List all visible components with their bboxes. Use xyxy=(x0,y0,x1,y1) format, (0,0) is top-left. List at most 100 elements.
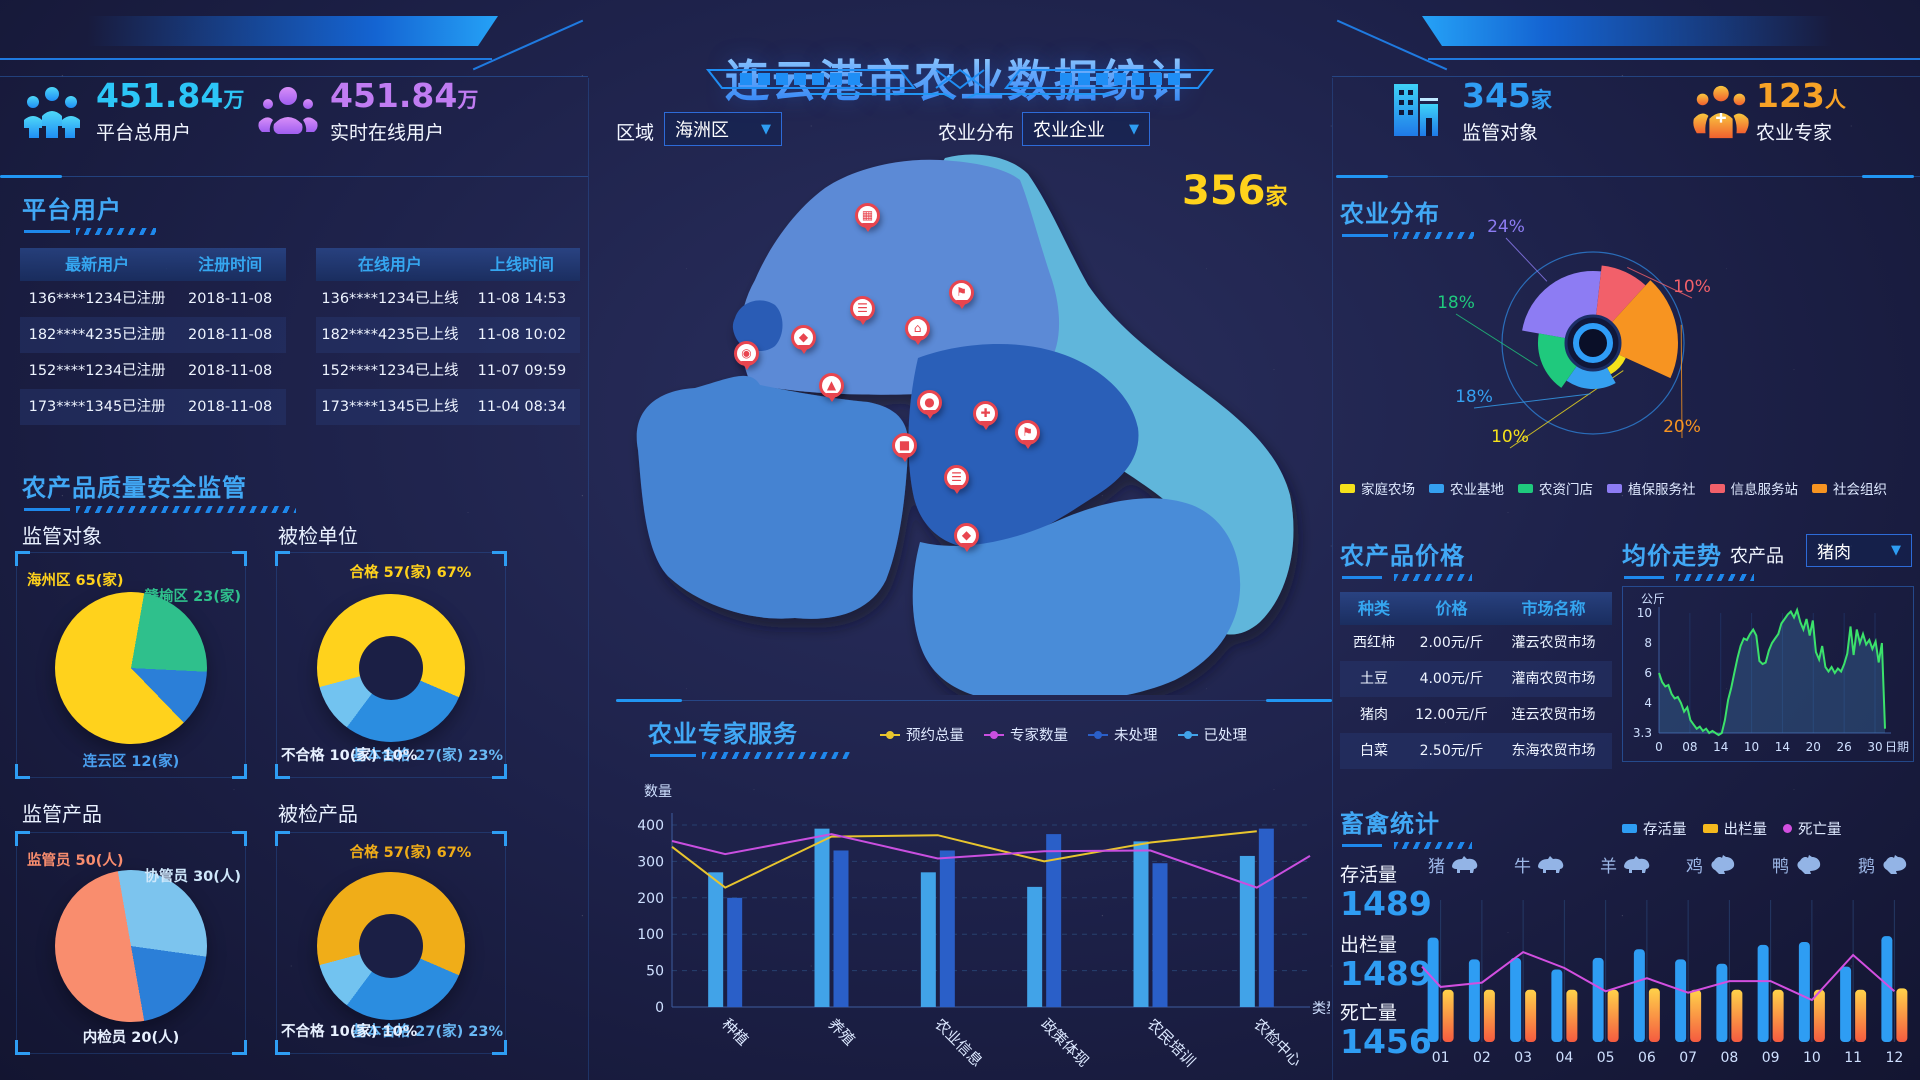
bar-已处理 xyxy=(708,872,724,1007)
svg-text:3.3: 3.3 xyxy=(1633,726,1652,740)
pie-inspected-products[interactable] xyxy=(317,871,465,1020)
animal-label: 鸭 xyxy=(1772,857,1789,877)
region-label: 区域 xyxy=(616,122,655,144)
map-marker-grid[interactable]: ▦ xyxy=(855,203,880,228)
svg-text:10: 10 xyxy=(1744,740,1759,754)
legend-dot xyxy=(990,730,998,739)
divider-cap xyxy=(0,175,62,178)
animal-牛: 牛 xyxy=(1514,852,1566,877)
legend-item-未处理[interactable]: 未处理 xyxy=(1088,724,1158,745)
svg-text:20%: 20% xyxy=(1663,417,1701,437)
legend-label: 死亡量 xyxy=(1798,822,1842,838)
distribution-select[interactable]: 农业企业 ▼ xyxy=(1022,112,1150,146)
animal-icon-鸭 xyxy=(1797,855,1821,874)
animal-label: 牛 xyxy=(1514,857,1531,877)
expert-service-title: 农业专家服务 xyxy=(648,720,798,748)
map-marker-block[interactable]: ■ xyxy=(892,433,917,458)
pie-label-监管员: 监管员 50(人) xyxy=(27,853,124,869)
title-decoration xyxy=(24,228,194,235)
svg-text:数量: 数量 xyxy=(644,784,672,800)
title-decoration xyxy=(650,752,880,759)
price-table-row: 土豆 4.00元/斤 灌南农贸市场 xyxy=(1340,661,1612,697)
pie-label-海州区: 海州区 65(家) xyxy=(27,573,124,589)
register-table-header-cell: 最新用户 xyxy=(65,255,130,274)
online-users-icon xyxy=(258,87,318,134)
livestock-chart: 01 02 03 04 05 06 07 08 09 10 11 12 xyxy=(1421,900,1908,1066)
price-table-row: 白菜 2.50元/斤 东海农贸市场 xyxy=(1340,733,1612,769)
online-table-cell: 152****1234已上线 xyxy=(321,363,459,379)
header-right-wing xyxy=(1422,16,1832,46)
online-table-cell: 11-08 14:53 xyxy=(477,291,567,307)
pie-label-合格: 合格 57(家) 67% xyxy=(349,565,472,581)
legend-item-社会组织[interactable]: 社会组织 xyxy=(1812,478,1887,498)
svg-text:14: 14 xyxy=(1713,740,1728,754)
legend-item-存活量[interactable]: 存活量 xyxy=(1622,818,1687,839)
livestock-title: 畜禽统计 xyxy=(1340,810,1440,838)
map-marker-diamond[interactable]: ◆ xyxy=(791,325,816,350)
legend-label: 专家数量 xyxy=(1010,728,1068,744)
price-table-row: 猪肉 12.00元/斤 连云农贸市场 xyxy=(1340,697,1612,733)
product-select[interactable]: 猪肉 ▼ xyxy=(1806,534,1912,567)
svg-text:09: 09 xyxy=(1762,1050,1780,1066)
map-marker-cross[interactable]: ✚ xyxy=(973,401,998,426)
experts-count-stat: 123人 xyxy=(1756,76,1846,115)
legend-marker xyxy=(880,730,900,739)
legend-item-信息服务站[interactable]: 信息服务站 xyxy=(1709,478,1798,498)
map-marker-house[interactable]: ⌂ xyxy=(905,316,930,341)
svg-text:06: 06 xyxy=(1638,1050,1656,1066)
map-marker-dot[interactable]: ● xyxy=(917,390,942,415)
register-table-cell: 2018-11-08 xyxy=(187,291,273,307)
legend-label: 已处理 xyxy=(1203,728,1248,744)
pie-inspected-units[interactable] xyxy=(317,593,465,742)
legend-item-出栏量[interactable]: 出栏量 xyxy=(1702,818,1767,839)
legend-item-植保服务社[interactable]: 植保服务社 xyxy=(1607,478,1696,498)
legend-label: 存活量 xyxy=(1643,822,1687,838)
register-table-cell: 2018-11-08 xyxy=(187,363,273,379)
register-table-header: 最新用户 注册时间 xyxy=(20,248,286,281)
supervised-count-label: 监管对象 xyxy=(1462,122,1539,144)
map-marker-flag[interactable]: ⚑ xyxy=(1015,420,1040,445)
legend-item-死亡量[interactable]: 死亡量 xyxy=(1783,818,1842,839)
online-users-label: 实时在线用户 xyxy=(330,122,445,144)
pie-supervise-product[interactable] xyxy=(55,870,207,1023)
legend-dot xyxy=(1183,730,1192,739)
online-table-header-cell: 在线用户 xyxy=(357,255,422,274)
legend-item-家庭农场[interactable]: 家庭农场 xyxy=(1340,478,1415,498)
divider-cap xyxy=(1862,175,1914,178)
region-select[interactable]: 海洲区 ▼ xyxy=(664,112,782,146)
divider-cap xyxy=(616,699,682,702)
rose-slice-社会组织[interactable] xyxy=(1593,280,1678,379)
title-decoration xyxy=(1342,574,1472,581)
animal-label: 羊 xyxy=(1600,857,1617,877)
legend-item-农资门店[interactable]: 农资门店 xyxy=(1518,478,1593,498)
corner-bracket xyxy=(15,831,30,846)
pie-supervise-target[interactable] xyxy=(55,592,207,745)
map-marker-flag[interactable]: ⚑ xyxy=(949,280,974,305)
svg-text:10%: 10% xyxy=(1673,277,1711,297)
legend-item-农业基地[interactable]: 农业基地 xyxy=(1429,478,1504,498)
legend-item-已处理[interactable]: 已处理 xyxy=(1177,724,1248,745)
legend-item-预约总量[interactable]: 预约总量 xyxy=(880,724,964,745)
trend-chart-box: 3.3 4 6 8 10 公斤 0 08 14 10 14 20 26 30 日期 xyxy=(1622,586,1914,762)
bar-已处理 xyxy=(1239,855,1255,1007)
svg-text:农业信息: 农业信息 xyxy=(931,1015,986,1070)
map-marker-target[interactable]: ◉ xyxy=(734,341,759,366)
legend-swatch xyxy=(1518,483,1533,493)
donut-hole xyxy=(359,635,423,700)
online-table-row: 173****1345已上线 11-04 08:34 xyxy=(316,389,580,425)
supervision-title: 农产品质量安全监管 xyxy=(22,474,247,502)
map-marker-diamond[interactable]: ◆ xyxy=(954,523,979,548)
price-table-cell: 灌南农贸市场 xyxy=(1511,671,1596,687)
pie-label-合格: 合格 57(家) 67% xyxy=(349,845,472,861)
legend-swatch xyxy=(1783,824,1792,833)
map-marker-peak[interactable]: ▲ xyxy=(819,373,844,398)
svg-text:03: 03 xyxy=(1514,1050,1532,1066)
map-marker-list[interactable]: ☰ xyxy=(850,296,875,321)
legend-item-专家数量[interactable]: 专家数量 xyxy=(984,724,1068,745)
death-label: 死亡量 xyxy=(1340,1002,1398,1024)
legend-dot xyxy=(886,730,894,739)
map-marker-list[interactable]: ☰ xyxy=(944,465,969,490)
animal-icon-羊 xyxy=(1624,856,1650,873)
register-table-cell: 152****1234已注册 xyxy=(28,363,166,379)
corner-bracket xyxy=(232,1040,247,1055)
